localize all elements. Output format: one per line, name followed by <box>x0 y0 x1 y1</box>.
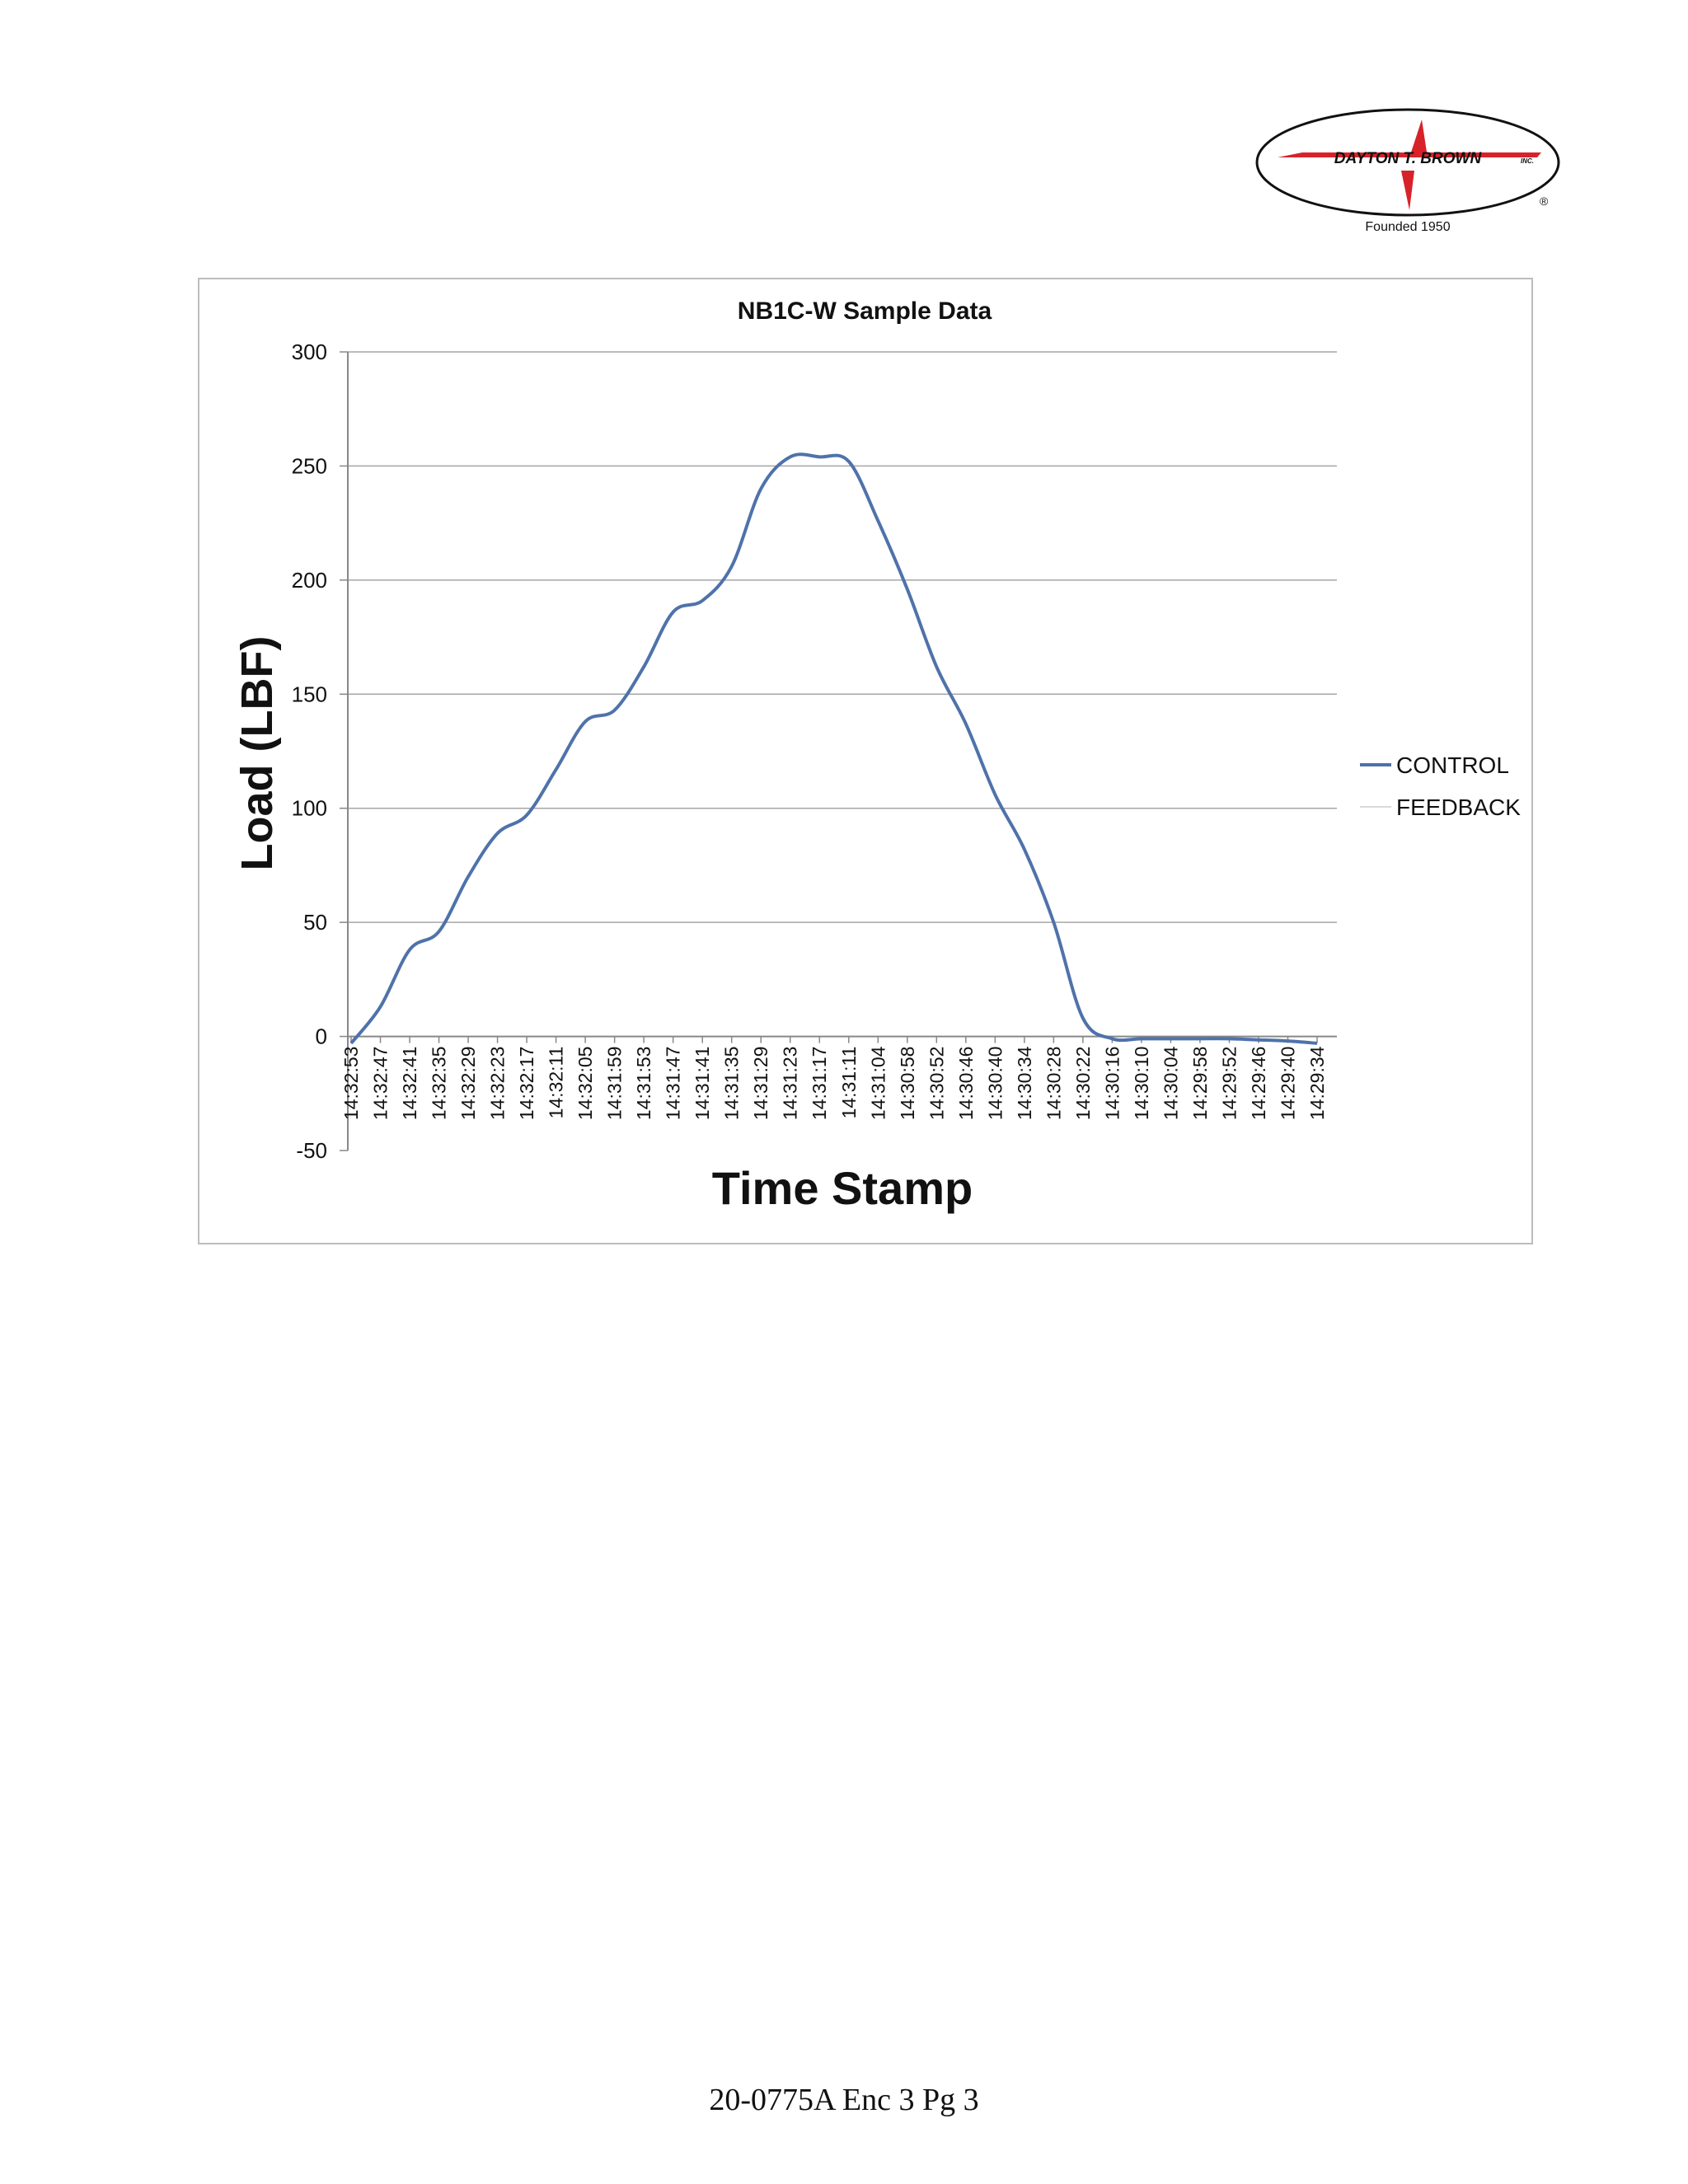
x-tick-label: 14:32:23 <box>487 1047 509 1121</box>
grid-lines <box>340 351 1337 1151</box>
x-tick-label: 14:30:40 <box>984 1047 1006 1121</box>
logo-spike-down <box>1401 171 1414 210</box>
x-tick-label: 14:30:34 <box>1014 1046 1035 1120</box>
x-tick-label: 14:30:46 <box>955 1047 977 1121</box>
logo-spike-up <box>1409 120 1428 157</box>
x-tick-label: 14:30:52 <box>926 1047 947 1121</box>
x-tick-label: 14:31:17 <box>809 1047 830 1121</box>
y-tick-label: 200 <box>292 568 327 593</box>
logo-stripe-top <box>1278 152 1541 157</box>
y-tick-label: 100 <box>292 796 327 821</box>
x-tick-label: 14:30:10 <box>1131 1047 1152 1121</box>
y-tick-label: 0 <box>316 1024 327 1049</box>
x-tick-label: 14:32:29 <box>457 1047 479 1121</box>
x-tick-label: 14:29:34 <box>1306 1046 1328 1120</box>
logo-ellipse <box>1255 108 1560 217</box>
x-tick-label: 14:29:40 <box>1277 1047 1298 1121</box>
x-tick-label: 14:31:47 <box>663 1047 684 1121</box>
x-tick-label: 14:31:59 <box>604 1047 626 1121</box>
x-tick-label: 14:32:41 <box>399 1047 420 1121</box>
x-tick-label: 14:32:17 <box>516 1047 537 1121</box>
x-tick-label: 14:32:11 <box>546 1047 567 1119</box>
x-tick-label: 14:32:47 <box>370 1047 392 1121</box>
x-tick-label: 14:31:11 <box>838 1047 860 1119</box>
x-tick-label: 14:31:35 <box>721 1047 743 1121</box>
x-tick-label: 14:32:35 <box>429 1047 450 1121</box>
y-axis-label: Load (LBF) <box>232 636 282 871</box>
x-tick-label: 14:29:58 <box>1189 1047 1211 1121</box>
y-tick-label: 250 <box>292 453 327 478</box>
x-tick-label: 14:32:53 <box>340 1047 362 1121</box>
axes <box>347 352 1337 1151</box>
legend-label-control: CONTROL <box>1396 752 1509 778</box>
x-tick-label: 14:29:52 <box>1218 1047 1240 1121</box>
x-axis-label: Time Stamp <box>712 1162 973 1214</box>
x-tick-label: 14:30:28 <box>1043 1047 1064 1121</box>
company-logo: DAYTON T. BROWN INC. ® Founded 1950 <box>1255 108 1560 234</box>
logo-company-name: DAYTON T. BROWN <box>1334 150 1483 167</box>
x-tick-label: 14:32:05 <box>574 1047 596 1121</box>
series-lines <box>349 452 1318 1045</box>
legend-label-feedback: FEEDBACK <box>1396 794 1521 820</box>
logo-founded-text: Founded 1950 <box>1365 220 1450 234</box>
logo-registered-mark: ® <box>1540 194 1549 208</box>
series-line-feedback <box>350 453 1318 1044</box>
x-tick-label: 14:29:46 <box>1248 1047 1269 1121</box>
y-tick-label: 300 <box>292 340 327 364</box>
logo-suffix: INC. <box>1521 157 1534 165</box>
x-tick-labels: 14:32:53 14:32:47 14:32:41 14:32:35 14:32:29… <box>340 1046 1328 1120</box>
chart-title: NB1C-W Sample Data <box>738 298 992 325</box>
x-tick-label: 14:31:04 <box>867 1046 889 1120</box>
x-tick-label: 14:30:04 <box>1160 1046 1181 1120</box>
y-tick-label: -50 <box>296 1138 327 1163</box>
x-tick-label: 14:30:22 <box>1072 1047 1094 1121</box>
legend: CONTROL FEEDBACK <box>1360 752 1521 820</box>
x-tick-label: 14:30:16 <box>1101 1047 1123 1121</box>
x-tick-label: 14:30:58 <box>897 1047 918 1121</box>
page-footer: 20-0775A Enc 3 Pg 3 <box>709 2083 979 2117</box>
x-tick-label: 14:31:23 <box>780 1047 801 1121</box>
x-tick-label: 14:31:29 <box>750 1047 771 1121</box>
x-tick-label: 14:31:53 <box>633 1047 654 1121</box>
y-tick-label: 150 <box>292 682 327 706</box>
chart-container: -50 0 50 100 150 200 250 300 14:32:53 14:32:47 14… <box>198 278 1533 1244</box>
series-line-control <box>349 452 1318 1045</box>
x-tick-label: 14:31:41 <box>692 1047 713 1121</box>
y-tick-label: 50 <box>303 910 327 935</box>
y-tick-labels: -50 0 50 100 150 200 250 300 <box>292 340 327 1163</box>
